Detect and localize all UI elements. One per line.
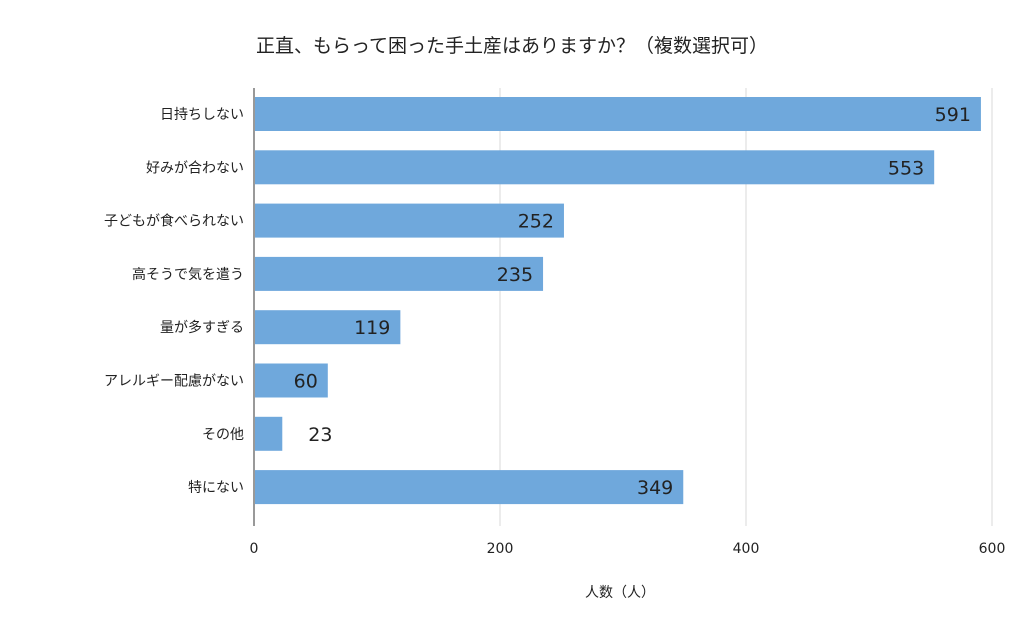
data-label: 60 [294, 371, 318, 393]
category-label: 子どもが食べられない [104, 213, 244, 230]
category-label: 特にない [188, 480, 244, 496]
bar [255, 203, 564, 238]
bar [255, 363, 328, 398]
data-label: 349 [637, 477, 673, 499]
x-tick-label: 600 [979, 541, 1006, 557]
x-tick-label: 200 [487, 541, 514, 557]
data-label: 119 [354, 317, 390, 339]
x-axis-label: 人数（人） [585, 585, 655, 601]
data-label: 553 [888, 157, 924, 179]
category-label: 日持ちしない [160, 107, 244, 123]
x-tick-label: 0 [250, 541, 259, 557]
category-label: 量が多すぎる [160, 319, 244, 336]
bar [255, 310, 401, 345]
category-label: 好みが合わない [146, 160, 244, 176]
bar [255, 256, 544, 291]
bar [255, 97, 981, 131]
x-tick-label: 400 [733, 541, 760, 557]
data-label: 235 [497, 264, 533, 286]
bar [255, 470, 684, 505]
category-label: 高そうで気を遣う [132, 266, 244, 283]
data-label: 252 [518, 211, 554, 233]
category-label: その他 [202, 427, 244, 443]
chart-title: 正直、もらって困った手土産はありますか？（複数選択可） [256, 35, 768, 57]
data-label: 23 [308, 424, 332, 446]
category-label: アレルギー配慮がない [104, 374, 244, 390]
data-label: 591 [935, 104, 971, 126]
bar [255, 416, 283, 451]
bar [255, 150, 935, 185]
